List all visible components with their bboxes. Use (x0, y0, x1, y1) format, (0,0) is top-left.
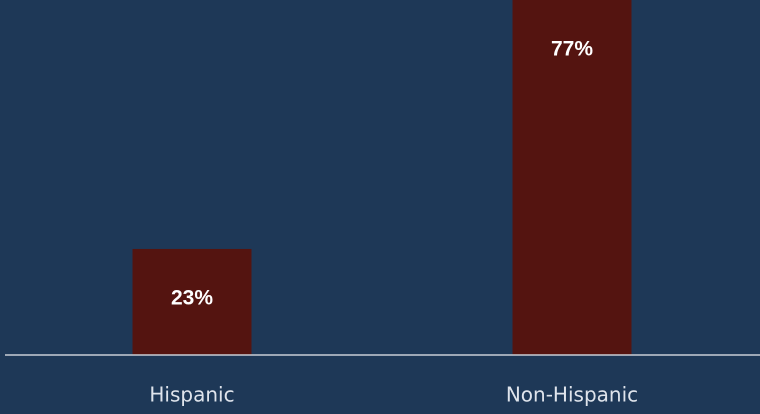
bar (132, 248, 252, 355)
bar (512, 0, 632, 355)
value-label: 23% (171, 287, 213, 310)
value-label: 77% (551, 38, 593, 61)
x-tick-label: Hispanic (149, 383, 234, 407)
x-tick-label: Non-Hispanic (506, 383, 638, 407)
